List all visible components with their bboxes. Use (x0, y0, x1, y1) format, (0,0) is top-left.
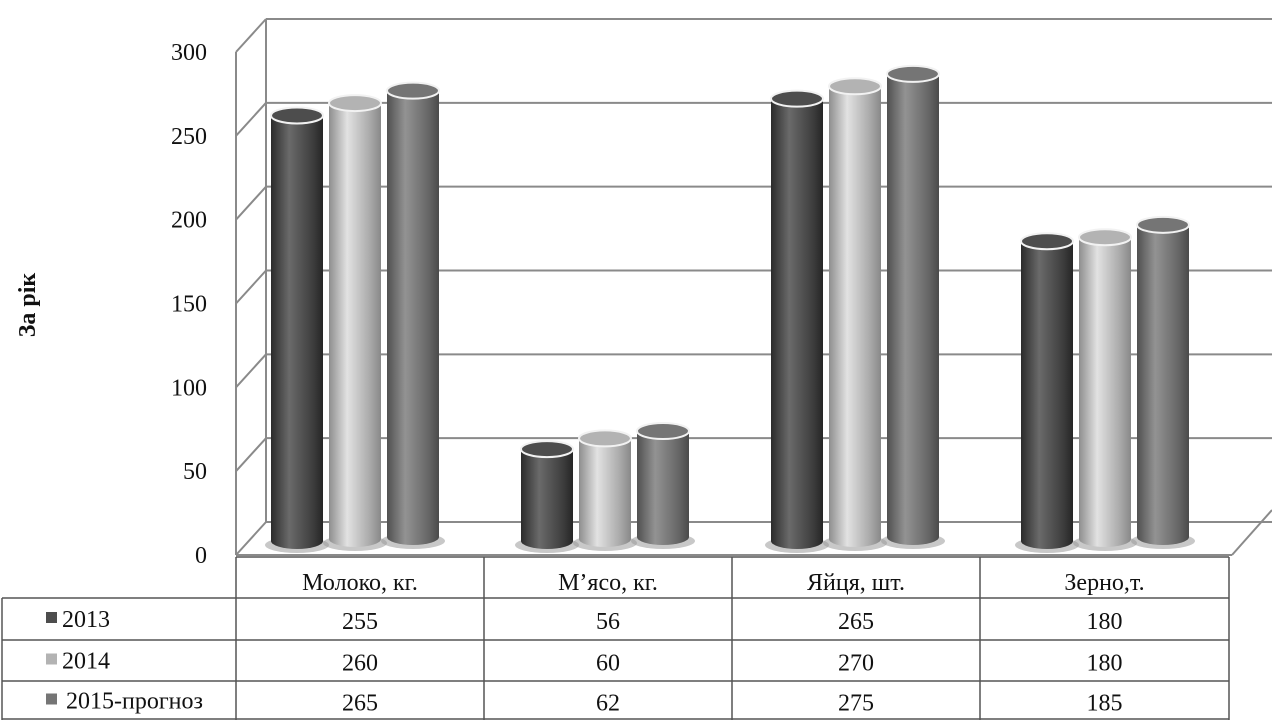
bar-2015-прогноз-3 (1131, 215, 1195, 549)
bar-body (771, 98, 823, 541)
data-label: 265 (838, 609, 874, 635)
bar-bottom (329, 531, 381, 547)
data-label: 255 (342, 609, 378, 635)
bar-bottom (887, 529, 939, 545)
y-tick-label: 250 (171, 124, 207, 150)
bar-top (578, 429, 632, 448)
data-label: 56 (596, 609, 620, 635)
y-tick-label: 150 (171, 292, 207, 318)
bar-2015-прогноз-2 (881, 64, 945, 549)
data-label: 185 (1087, 691, 1123, 717)
bar-2013-1 (515, 440, 579, 553)
bar-2013-3 (1015, 232, 1079, 553)
data-table: Молоко, кг. М’ясо, кг. Яйця, шт. Зерно,т. 20… (1, 556, 1230, 720)
y-tick-label: 0 (195, 543, 207, 569)
legend-swatch (46, 653, 57, 665)
bar-bottom (771, 533, 823, 549)
bar-bottom (1021, 533, 1073, 549)
data-label: 265 (342, 691, 378, 717)
y-tick-label: 100 (171, 375, 207, 401)
grid-diagonal (235, 521, 267, 556)
bar-top (328, 94, 382, 113)
bar-2014-1 (573, 429, 637, 551)
y-axis-title-group: За рік (15, 273, 41, 338)
bar-body (579, 438, 631, 539)
y-axis-ticks: 0 50 100 150 200 250 300 (171, 40, 207, 569)
bar-top (520, 440, 574, 459)
y-axis-title: За рік (15, 273, 41, 338)
floor-right-edge (1231, 509, 1272, 556)
legend-swatch (46, 612, 57, 623)
grid-diagonal (235, 18, 267, 53)
legend-label: 2014 (62, 649, 110, 675)
bar-2014-0 (323, 94, 387, 551)
bar-top (636, 422, 690, 441)
data-label: 60 (596, 651, 620, 677)
bar-bottom (1137, 529, 1189, 545)
bar-2014-2 (823, 77, 887, 551)
bar-bottom (1079, 531, 1131, 547)
bar-2013-0 (265, 106, 329, 553)
bar-top (270, 106, 324, 125)
grid-diagonal (235, 353, 267, 389)
bar-bottom (387, 529, 439, 545)
legend-label: 2013 (62, 607, 110, 633)
legend-swatch (46, 693, 57, 705)
bar-2015-прогноз-1 (631, 422, 695, 549)
bar-top (1020, 232, 1074, 251)
bar-top (1078, 228, 1132, 247)
legend-label: 2015-прогноз (66, 689, 203, 715)
grid-diagonal (235, 102, 267, 137)
grid-diagonal (235, 437, 267, 472)
bar-2013-2 (765, 89, 829, 553)
bars (265, 64, 1195, 553)
bar-2014-3 (1073, 228, 1137, 551)
data-label: 270 (838, 651, 874, 677)
grid-diagonal (235, 185, 267, 221)
bar-body (329, 103, 381, 540)
bar-top (1136, 215, 1190, 234)
y-tick-label: 50 (183, 459, 207, 485)
bar-body (829, 86, 881, 540)
bar-body (1079, 237, 1131, 539)
bar-body (271, 115, 323, 541)
bar-body (1137, 224, 1189, 538)
category-label: М’ясо, кг. (558, 570, 658, 596)
bar-body (1021, 241, 1073, 541)
bar-bottom (271, 533, 323, 549)
category-label: Яйця, шт. (807, 570, 905, 596)
data-label: 180 (1087, 651, 1123, 677)
bar-bottom (637, 529, 689, 545)
bar-top (386, 81, 440, 100)
data-label: 275 (838, 691, 874, 717)
bar-body (387, 90, 439, 537)
bar-bottom (579, 531, 631, 547)
y-tick-label: 200 (171, 208, 207, 234)
data-label: 62 (596, 691, 620, 717)
bar-body (887, 73, 939, 538)
bar-top (886, 64, 940, 83)
data-label: 260 (342, 651, 378, 677)
category-label: Зерно,т. (1064, 570, 1144, 596)
grid-diagonal (235, 269, 267, 305)
y-tick-label: 300 (171, 40, 207, 66)
bar-bottom (521, 533, 573, 549)
data-label: 180 (1087, 609, 1123, 635)
category-label: Молоко, кг. (302, 570, 418, 596)
bar-2015-прогноз-0 (381, 81, 445, 549)
bar-bottom (829, 531, 881, 547)
bar-top (770, 89, 824, 108)
bar-body (521, 449, 573, 541)
bar-body (637, 431, 689, 537)
bar-top (828, 77, 882, 96)
